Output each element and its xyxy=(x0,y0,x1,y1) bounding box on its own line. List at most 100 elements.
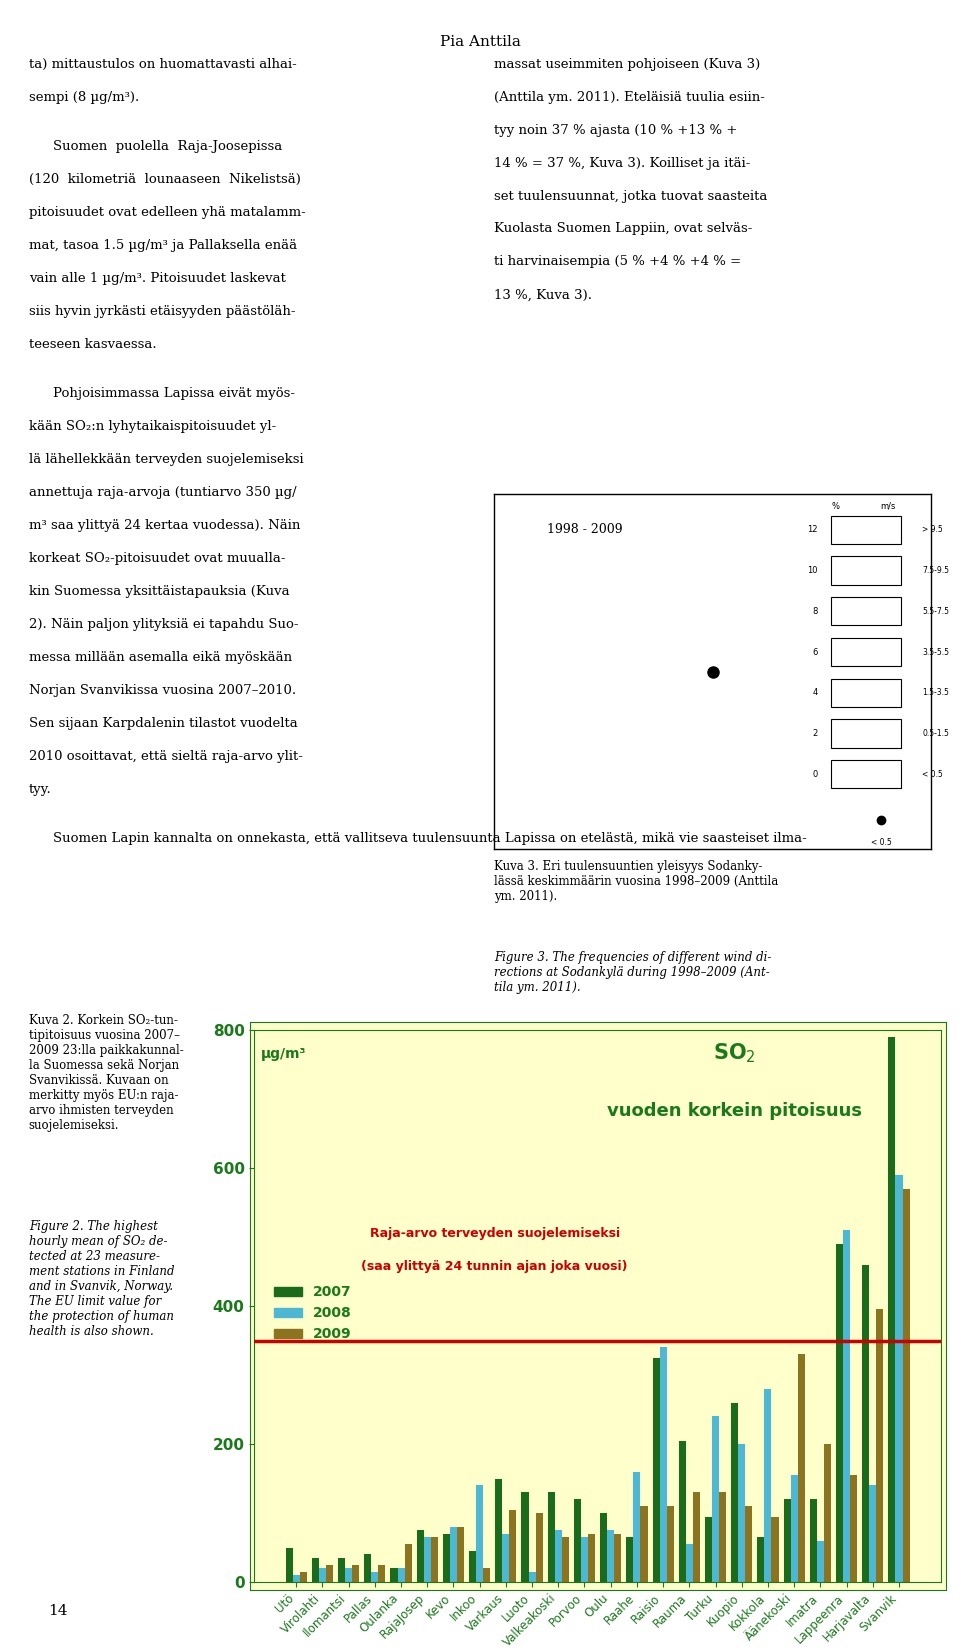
Bar xyxy=(326,1566,333,1582)
Text: 0: 0 xyxy=(812,770,818,780)
Text: Suomen Lapin kannalta on onnekasta, että vallitseva tuulensuunta Lapissa on etel: Suomen Lapin kannalta on onnekasta, että… xyxy=(53,832,806,845)
Bar xyxy=(521,1493,529,1582)
Text: Suomen  puolella  Raja-Joosepissa: Suomen puolella Raja-Joosepissa xyxy=(53,140,282,153)
Bar xyxy=(469,1551,476,1582)
Text: messa millään asemalla eikä myöskään: messa millään asemalla eikä myöskään xyxy=(29,651,292,664)
Bar xyxy=(732,1402,738,1582)
Text: 3.5-5.5: 3.5-5.5 xyxy=(923,648,949,656)
Text: siis hyvin jyrkästi etäisyyden päästöläh-: siis hyvin jyrkästi etäisyyden päästöläh… xyxy=(29,305,296,318)
Text: 12: 12 xyxy=(807,526,818,534)
Text: m/s: m/s xyxy=(879,501,896,511)
Text: 8: 8 xyxy=(812,606,818,616)
Bar xyxy=(626,1538,634,1582)
Bar xyxy=(529,1572,536,1582)
Bar xyxy=(614,1534,621,1582)
Bar xyxy=(640,1506,648,1582)
Bar xyxy=(536,1513,542,1582)
Bar xyxy=(836,1244,843,1582)
Text: 13 %, Kuva 3).: 13 %, Kuva 3). xyxy=(494,288,592,302)
Text: teeseen kasvaessa.: teeseen kasvaessa. xyxy=(29,338,156,351)
Bar xyxy=(562,1538,569,1582)
Text: 10: 10 xyxy=(807,565,818,575)
Text: 14 % = 37 %, Kuva 3). Koilliset ja itäi-: 14 % = 37 %, Kuva 3). Koilliset ja itäi- xyxy=(494,157,751,170)
Bar xyxy=(293,1575,300,1582)
Text: 1.5-3.5: 1.5-3.5 xyxy=(923,689,949,697)
Bar xyxy=(693,1493,700,1582)
Text: annettuja raja-arvoja (tuntiarvo 350 µg/: annettuja raja-arvoja (tuntiarvo 350 µg/ xyxy=(29,486,297,499)
Bar xyxy=(588,1534,595,1582)
Text: 5.5-7.5: 5.5-7.5 xyxy=(923,606,949,616)
Bar xyxy=(319,1569,326,1582)
Text: pitoisuudet ovat edelleen yhä matalamm-: pitoisuudet ovat edelleen yhä matalamm- xyxy=(29,206,305,219)
Text: 7.5-9.5: 7.5-9.5 xyxy=(923,565,949,575)
Text: 2010 osoittavat, että sieltä raja-arvo ylit-: 2010 osoittavat, että sieltä raja-arvo y… xyxy=(29,750,302,763)
Bar xyxy=(391,1569,397,1582)
Bar xyxy=(843,1229,851,1582)
Bar xyxy=(888,1037,896,1582)
Bar xyxy=(798,1355,804,1582)
Bar xyxy=(404,1544,412,1582)
Bar xyxy=(450,1526,457,1582)
Bar xyxy=(286,1547,293,1582)
Bar xyxy=(824,1444,831,1582)
Bar xyxy=(634,1472,640,1582)
Bar xyxy=(581,1538,588,1582)
Text: µg/m³: µg/m³ xyxy=(261,1046,307,1061)
Text: (120  kilometriä  lounaaseen  Nikelistsä): (120 kilometriä lounaaseen Nikelistsä) xyxy=(29,173,300,186)
Text: SO$_2$: SO$_2$ xyxy=(713,1042,756,1065)
Text: lä lähellekkään terveyden suojelemiseksi: lä lähellekkään terveyden suojelemiseksi xyxy=(29,453,303,466)
Bar xyxy=(423,1538,431,1582)
Bar xyxy=(378,1566,386,1582)
Legend: 2007, 2008, 2009: 2007, 2008, 2009 xyxy=(268,1280,357,1346)
Text: korkeat SO₂-pitoisuudet ovat muualla-: korkeat SO₂-pitoisuudet ovat muualla- xyxy=(29,552,285,565)
Bar xyxy=(869,1485,876,1582)
Bar xyxy=(745,1506,753,1582)
Text: mat, tasoa 1.5 µg/m³ ja Pallaksella enää: mat, tasoa 1.5 µg/m³ ja Pallaksella enää xyxy=(29,239,297,252)
Bar xyxy=(876,1310,883,1582)
Bar xyxy=(431,1538,438,1582)
Bar xyxy=(600,1513,607,1582)
Bar xyxy=(666,1506,674,1582)
Text: (saa ylittyä 24 tunnin ajan joka vuosi): (saa ylittyä 24 tunnin ajan joka vuosi) xyxy=(361,1261,628,1274)
Text: 4: 4 xyxy=(812,689,818,697)
Text: Raja-arvo terveyden suojelemiseksi: Raja-arvo terveyden suojelemiseksi xyxy=(370,1228,620,1239)
Text: vain alle 1 µg/m³. Pitoisuudet laskevat: vain alle 1 µg/m³. Pitoisuudet laskevat xyxy=(29,272,286,285)
Text: ta) mittaustulos on huomattavasti alhai-: ta) mittaustulos on huomattavasti alhai- xyxy=(29,58,297,71)
Text: Pohjoisimmassa Lapissa eivät myös-: Pohjoisimmassa Lapissa eivät myös- xyxy=(53,387,295,400)
Text: < 0.5: < 0.5 xyxy=(923,770,944,780)
Bar xyxy=(372,1572,378,1582)
Bar xyxy=(555,1531,562,1582)
Bar xyxy=(653,1358,660,1582)
Text: Sen sijaan Karpdalenin tilastot vuodelta: Sen sijaan Karpdalenin tilastot vuodelta xyxy=(29,717,298,730)
Bar xyxy=(862,1264,869,1582)
Text: kin Suomessa yksittäistapauksia (Kuva: kin Suomessa yksittäistapauksia (Kuva xyxy=(29,585,289,598)
Bar xyxy=(757,1538,764,1582)
Bar xyxy=(443,1534,450,1582)
Bar xyxy=(495,1478,502,1582)
Text: sempi (8 µg/m³).: sempi (8 µg/m³). xyxy=(29,91,139,104)
Bar xyxy=(300,1572,307,1582)
Text: > 9.5: > 9.5 xyxy=(923,526,944,534)
Text: m³ saa ylittyä 24 kertaa vuodessa). Näin: m³ saa ylittyä 24 kertaa vuodessa). Näin xyxy=(29,519,300,532)
Bar xyxy=(791,1475,798,1582)
Text: Figure 2. The highest
hourly mean of SO₂ de-
tected at 23 measure-
ment stations: Figure 2. The highest hourly mean of SO₂… xyxy=(29,1220,175,1338)
Text: 14: 14 xyxy=(48,1605,67,1618)
Text: tyy.: tyy. xyxy=(29,783,52,796)
Bar xyxy=(719,1493,726,1582)
Text: %: % xyxy=(831,501,839,511)
Bar xyxy=(896,1175,902,1582)
Text: < 0.5: < 0.5 xyxy=(871,839,891,847)
Text: 0.5-1.5: 0.5-1.5 xyxy=(923,728,949,738)
Bar xyxy=(547,1493,555,1582)
Text: Kuolasta Suomen Lappiin, ovat selväs-: Kuolasta Suomen Lappiin, ovat selväs- xyxy=(494,222,753,236)
Bar xyxy=(574,1500,581,1582)
Bar xyxy=(738,1444,745,1582)
Bar xyxy=(338,1557,345,1582)
Bar xyxy=(817,1541,824,1582)
Text: Pia Anttila: Pia Anttila xyxy=(440,35,520,48)
Text: Norjan Svanvikissa vuosina 2007–2010.: Norjan Svanvikissa vuosina 2007–2010. xyxy=(29,684,296,697)
Bar xyxy=(809,1500,817,1582)
Bar xyxy=(705,1516,712,1582)
Bar xyxy=(772,1516,779,1582)
Text: tyy noin 37 % ajasta (10 % +13 % +: tyy noin 37 % ajasta (10 % +13 % + xyxy=(494,124,738,137)
